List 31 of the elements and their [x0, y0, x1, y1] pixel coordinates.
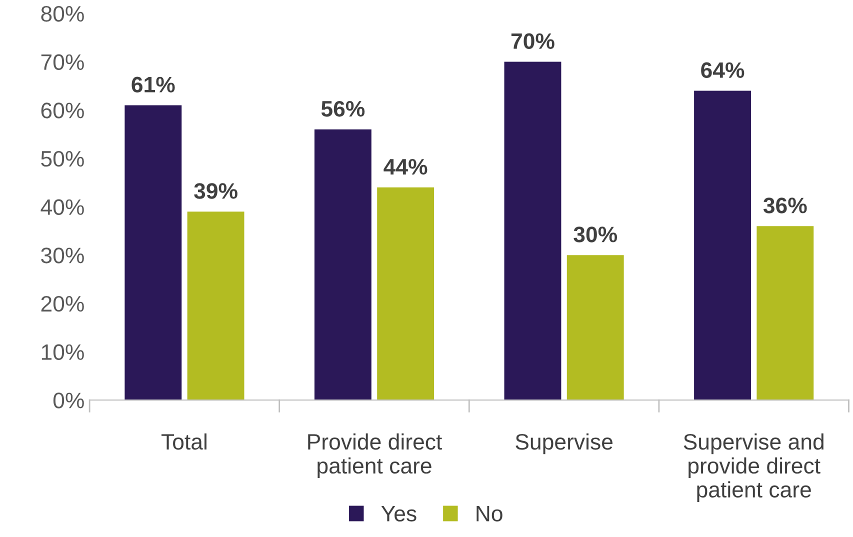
y-tick-label: 80% — [41, 6, 84, 22]
data-label: 70% — [511, 33, 554, 50]
bar — [314, 129, 372, 400]
data-label: 36% — [763, 198, 807, 214]
bar — [377, 187, 434, 400]
x-tick-label: Total — [162, 433, 206, 450]
data-label: 64% — [701, 62, 744, 78]
bar — [566, 255, 624, 400]
data-label: 39% — [194, 183, 238, 199]
bar — [124, 105, 182, 400]
y-tick-label: 50% — [41, 150, 84, 167]
y-tick-label: 70% — [41, 54, 84, 70]
data-label: 56% — [321, 100, 365, 117]
legend-label: No — [476, 506, 502, 522]
y-tick-label: 40% — [40, 199, 84, 216]
data-label: 30% — [574, 226, 618, 242]
y-tick-label: 30% — [41, 248, 84, 264]
y-tick-label: 60% — [41, 102, 84, 118]
bar — [756, 226, 814, 400]
bar — [187, 212, 244, 400]
x-tick-label: Supervise and provide direct patient care — [684, 433, 824, 502]
x-tick-label: Provide direct patient care — [308, 433, 442, 478]
x-tick-label: Supervise — [516, 433, 612, 454]
y-tick-label: 0% — [53, 392, 84, 408]
data-label: 61% — [132, 76, 175, 93]
y-tick-label: 20% — [41, 296, 84, 312]
y-tick-label: 10% — [42, 344, 84, 360]
bar — [504, 62, 562, 400]
data-label: 44% — [384, 159, 428, 175]
bar — [694, 90, 751, 400]
legend-label: Yes — [381, 506, 416, 522]
